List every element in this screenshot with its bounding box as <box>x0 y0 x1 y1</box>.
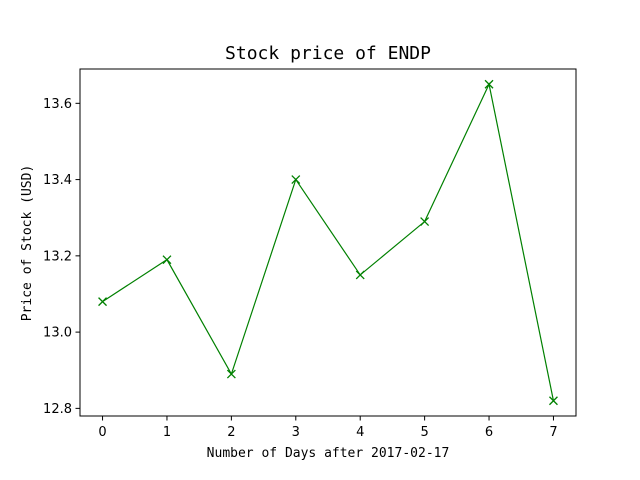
price-point-marker <box>291 175 301 185</box>
y-tick-label: 12.8 <box>43 402 72 417</box>
price-point-marker <box>355 270 365 280</box>
x-tick-label: 6 <box>485 425 493 440</box>
price-series-line <box>102 82 555 401</box>
price-point-marker <box>162 255 172 265</box>
plot-area <box>80 69 576 416</box>
x-tick-label: 4 <box>356 425 364 440</box>
y-tick-label: 13.2 <box>43 249 72 264</box>
x-tick-label: 0 <box>98 425 106 440</box>
series-layer <box>98 79 558 406</box>
price-point-marker <box>98 297 108 307</box>
y-tick-label: 13.6 <box>43 97 72 112</box>
price-point-marker <box>420 217 430 226</box>
x-tick-label: 1 <box>163 425 171 440</box>
x-axis-label: Number of Days after 2017-02-17 <box>207 446 450 461</box>
price-point-marker <box>226 369 236 379</box>
y-axis-label: Price of Stock (USD) <box>20 165 35 322</box>
x-tick-label: 7 <box>549 425 557 440</box>
x-axis-ticks: 0 1 2 3 4 5 6 7 <box>98 416 558 440</box>
price-point-marker <box>484 79 494 89</box>
x-tick-label: 5 <box>420 425 428 440</box>
y-tick-label: 13.4 <box>43 173 72 188</box>
y-tick-label: 13.0 <box>43 326 72 341</box>
chart-title: Stock price of ENDP <box>225 43 431 64</box>
plot-frame <box>79 68 577 417</box>
x-tick-label: 2 <box>227 425 235 440</box>
y-axis-ticks: 12.8 13.0 13.2 13.4 13.6 <box>43 97 80 417</box>
x-tick-label: 3 <box>292 425 300 440</box>
price-point-marker <box>548 396 558 406</box>
